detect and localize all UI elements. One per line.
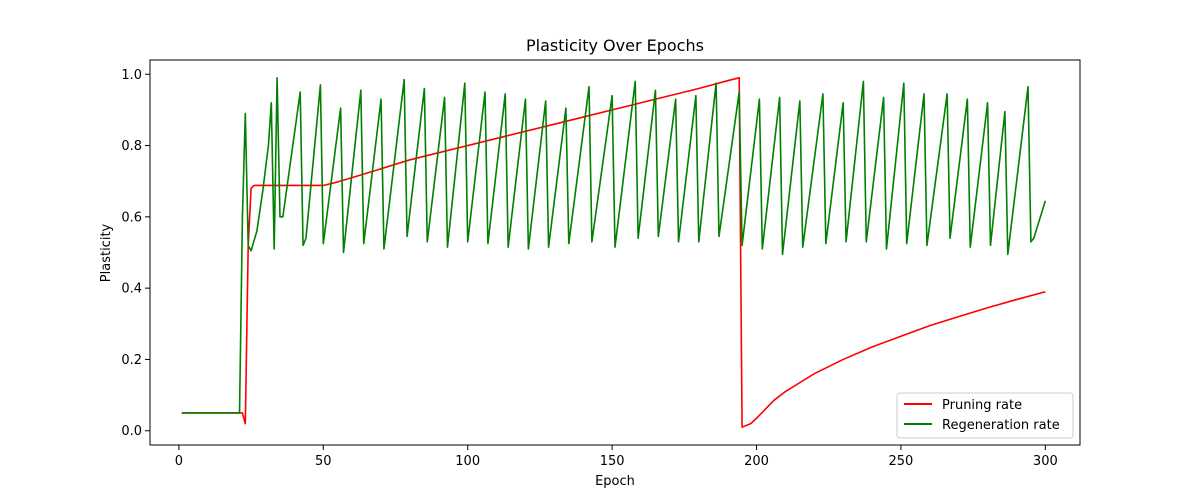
x-tick-label: 250	[889, 454, 914, 469]
x-tick-label: 150	[600, 454, 625, 469]
y-tick-label: 0.6	[121, 210, 142, 225]
y-axis: 0.0 0.2 0.4 0.6 0.8 1.0	[121, 68, 150, 439]
x-tick-label: 50	[315, 454, 332, 469]
y-axis-label: Plasticity	[99, 223, 114, 282]
plot-area	[181, 77, 1047, 428]
chart-title: Plasticity Over Epochs	[526, 36, 704, 55]
y-tick-label: 0.8	[121, 139, 142, 154]
legend-box	[896, 392, 1074, 439]
legend-label-pruning-rate: Pruning rate	[942, 398, 1022, 413]
y-tick-label: 0.0	[121, 424, 142, 439]
x-axis: 0 50 100 150 200 250 300	[175, 445, 1058, 469]
series-line-regeneration-rate	[181, 77, 1047, 414]
y-tick-label: 1.0	[121, 68, 142, 83]
legend: Pruning rate Regeneration rate	[896, 392, 1074, 439]
x-axis-label: Epoch	[595, 474, 635, 489]
y-tick-label: 0.2	[121, 353, 142, 368]
x-tick-label: 0	[175, 454, 183, 469]
y-tick-label: 0.4	[121, 282, 142, 297]
x-tick-label: 100	[455, 454, 480, 469]
axes-frame	[149, 59, 1081, 446]
legend-label-regeneration-rate: Regeneration rate	[942, 418, 1060, 433]
x-tick-label: 300	[1033, 454, 1058, 469]
x-tick-label: 200	[744, 454, 769, 469]
